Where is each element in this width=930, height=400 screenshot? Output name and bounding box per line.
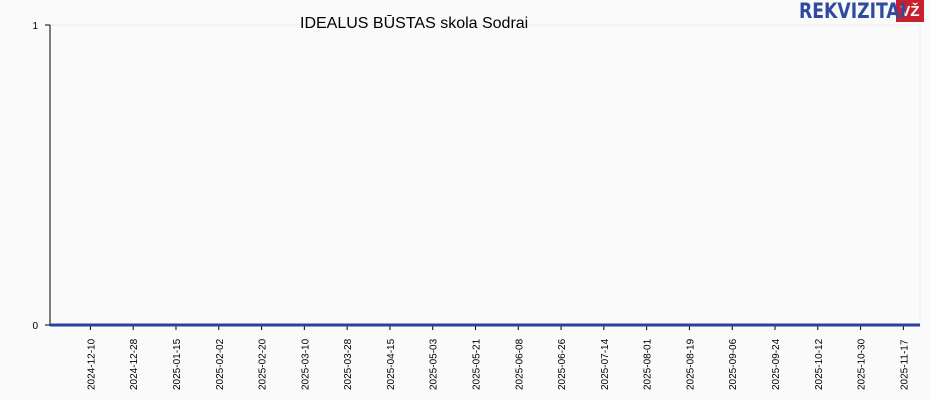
y-tick-label: 1 (32, 21, 38, 32)
chart-title: IDEALUS BŪSTAS skola Sodrai (300, 15, 529, 32)
x-tick-label: 2024-12-10 (86, 338, 97, 390)
x-tick-label: 2025-09-24 (771, 338, 782, 390)
x-tick-label: 2025-10-30 (857, 338, 868, 390)
x-tick-label: 2025-08-19 (685, 338, 696, 390)
x-tick-label: 2025-06-26 (557, 338, 568, 390)
x-tick-label: 2025-09-06 (728, 338, 739, 390)
plot-area (49, 24, 921, 326)
x-tick-label: 2025-01-15 (172, 338, 183, 390)
x-tick-label: 2025-08-01 (643, 338, 654, 390)
x-tick-label: 2025-04-15 (386, 338, 397, 390)
x-tick-label: 2025-05-03 (429, 338, 440, 390)
y-tick-label: 0 (32, 321, 38, 332)
x-tick-label: 2025-07-14 (600, 338, 611, 390)
x-tick-label: 2025-05-21 (471, 338, 482, 390)
logo-text: REKVIZITAI (799, 0, 907, 23)
x-tick-label: 2024-12-28 (129, 338, 140, 390)
x-tick-label: 2025-10-12 (814, 338, 825, 390)
x-tick-label: 2025-03-28 (343, 338, 354, 390)
x-tick-label: 2025-02-02 (215, 338, 226, 390)
x-tick-label: 2025-11-17 (899, 339, 910, 390)
logo-badge: VŽ (896, 0, 924, 22)
x-tick-label: 2025-02-20 (258, 338, 269, 390)
rekvizitai-logo[interactable]: REKVIZITAI VŽ (799, 0, 924, 23)
x-tick-label: 2025-03-10 (300, 338, 311, 390)
x-tick-label: 2025-06-08 (514, 338, 525, 390)
